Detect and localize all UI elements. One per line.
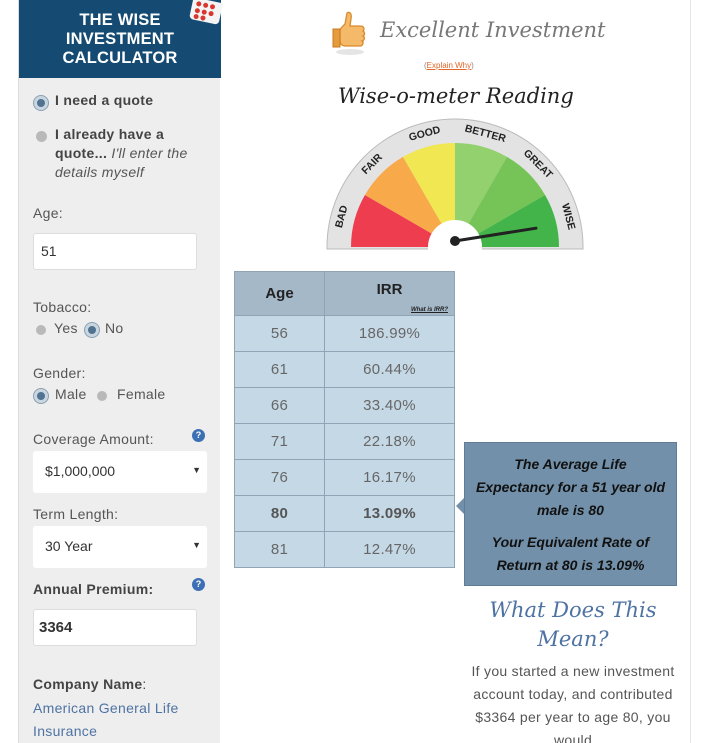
gauge-segment — [455, 143, 507, 247]
calculator-title: THE WISE INVESTMENT CALCULATOR — [19, 0, 221, 78]
gauge-segment — [403, 143, 455, 247]
age-label: Age: — [33, 205, 63, 221]
title-line: CALCULATOR — [62, 49, 178, 67]
explain-close-paren: ) — [471, 61, 474, 70]
callout-arrow — [456, 498, 464, 514]
gauge-segment — [351, 195, 455, 247]
irr-header-text: IRR — [376, 281, 403, 298]
gauge-segment — [455, 195, 559, 247]
company-value: American General Life Insurance — [33, 697, 179, 743]
premium-input[interactable]: 3364 — [33, 609, 197, 646]
gender-female-label[interactable]: Female — [117, 386, 166, 402]
need-quote-label[interactable]: I need a quote — [55, 92, 154, 108]
tobacco-label: Tobacco: — [33, 299, 92, 315]
divider — [690, 0, 691, 743]
irr-column-header: IRR What is IRR? — [324, 271, 455, 316]
irr-table: Age IRR What is IRR? 56 186.99% 61 60.44% 66… — [234, 271, 455, 568]
meter-title: Wise-o-meter Reading — [338, 84, 574, 108]
company-label: Company Name: — [33, 676, 147, 692]
age-cell: 80 — [234, 495, 325, 532]
table-row: 71 22.18% — [234, 423, 455, 460]
title-line: INVESTMENT — [65, 30, 175, 48]
calculator-sidebar: THE WISE INVESTMENT CALCULATOR I need a … — [18, 0, 223, 743]
have-quote-label[interactable]: I already have a quote... I'll enter the… — [55, 125, 215, 182]
tobacco-no-radio[interactable] — [85, 323, 99, 337]
irr-cell: 13.09% — [324, 495, 455, 532]
gauge-label: BAD — [333, 204, 351, 229]
term-value: 30 Year — [45, 538, 93, 554]
age-cell: 71 — [234, 423, 325, 460]
irr-cell: 12.47% — [324, 531, 455, 568]
company-label-colon: : — [142, 676, 147, 692]
company-value-line: Insurance — [33, 723, 98, 739]
gauge-needle-hub — [450, 236, 460, 246]
table-row: 61 60.44% — [234, 351, 455, 388]
life-expectancy-callout: The Average Life Expectancy for a 51 yea… — [464, 442, 677, 586]
tobacco-yes-label[interactable]: Yes — [54, 320, 78, 336]
gauge-segment — [364, 156, 455, 247]
callout-line: Your Equivalent Rate of Return at 80 is … — [491, 534, 650, 573]
title-line: THE WISE — [79, 11, 161, 29]
table-row: 56 186.99% — [234, 315, 455, 352]
have-quote-bold-text: I already have a quote... — [55, 126, 165, 161]
table-row: 81 12.47% — [234, 531, 455, 568]
premium-label: Annual Premium: — [33, 581, 154, 597]
have-quote-radio[interactable] — [36, 131, 47, 142]
age-cell: 61 — [234, 351, 325, 388]
coverage-value: $1,000,000 — [45, 463, 116, 479]
callout-line: The Average Life Expectancy for a 51 yea… — [475, 456, 666, 518]
gender-female-radio[interactable] — [97, 391, 107, 401]
explain-why-link[interactable]: Explain Why — [426, 61, 472, 70]
age-cell: 56 — [234, 315, 325, 352]
table-row: 80 13.09% — [234, 495, 455, 532]
age-cell: 66 — [234, 387, 325, 424]
tobacco-no-label[interactable]: No — [105, 320, 124, 336]
chevron-down-icon: ▼ — [192, 540, 201, 550]
coverage-select[interactable]: $1,000,000 ▼ — [33, 451, 207, 493]
what-does-this-mean-heading: What Does This Mean? — [489, 598, 657, 651]
need-quote-radio[interactable] — [34, 96, 48, 110]
explain-why: (Explain Why) — [424, 61, 474, 70]
age-cell: 76 — [234, 459, 325, 496]
term-label: Term Length: — [33, 506, 119, 522]
table-header-row: Age IRR What is IRR? — [234, 271, 455, 316]
chevron-down-icon: ▼ — [192, 465, 201, 475]
gender-male-radio[interactable] — [34, 389, 48, 403]
explain-open-paren: ( — [424, 61, 427, 70]
thumbs-up-icon — [332, 11, 366, 55]
irr-cell: 186.99% — [324, 315, 455, 352]
age-cell: 81 — [234, 531, 325, 568]
gauge-segment — [455, 156, 546, 247]
result-headline: Excellent Investment — [380, 18, 606, 42]
premium-help-icon[interactable]: ? — [192, 578, 205, 591]
age-column-header: Age — [234, 271, 325, 316]
gender-male-label[interactable]: Male — [55, 386, 87, 402]
company-value-line: American General Life — [33, 700, 179, 716]
coverage-help-icon[interactable]: ? — [192, 429, 205, 442]
meaning-text: If you started a new investment account … — [471, 663, 675, 743]
irr-cell: 60.44% — [324, 351, 455, 388]
coverage-label: Coverage Amount: — [33, 431, 154, 447]
irr-cell: 16.17% — [324, 459, 455, 496]
irr-cell: 33.40% — [324, 387, 455, 424]
have-quote-italic-text: I'll enter the details myself — [55, 145, 188, 180]
term-select[interactable]: 30 Year ▼ — [33, 526, 207, 568]
table-row: 76 16.17% — [234, 459, 455, 496]
tobacco-yes-radio[interactable] — [36, 325, 46, 335]
irr-cell: 22.18% — [324, 423, 455, 460]
gender-label: Gender: — [33, 365, 86, 381]
table-row: 66 33.40% — [234, 387, 455, 424]
what-is-irr-link[interactable]: What is IRR? — [411, 307, 448, 313]
gauge-needle — [453, 226, 538, 243]
age-input[interactable]: 51 — [33, 233, 197, 270]
company-label-text: Company Name — [33, 676, 143, 692]
